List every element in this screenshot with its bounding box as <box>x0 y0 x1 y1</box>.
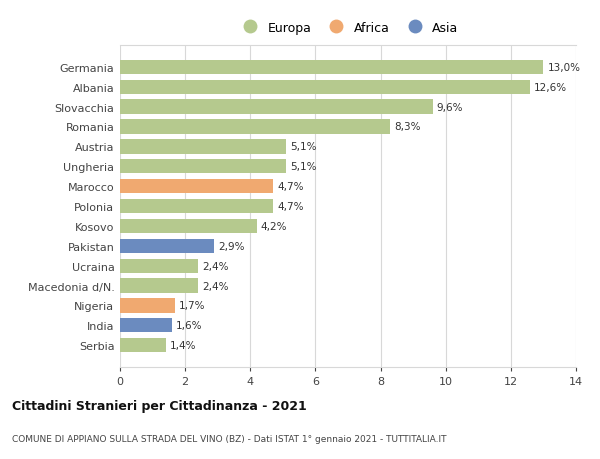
Bar <box>120 120 391 134</box>
Text: 12,6%: 12,6% <box>535 83 568 92</box>
Text: 2,4%: 2,4% <box>202 261 229 271</box>
Text: 4,7%: 4,7% <box>277 202 304 212</box>
Text: 9,6%: 9,6% <box>437 102 463 112</box>
Text: 13,0%: 13,0% <box>547 63 580 73</box>
Bar <box>120 239 214 253</box>
Text: 1,6%: 1,6% <box>176 321 203 330</box>
Text: COMUNE DI APPIANO SULLA STRADA DEL VINO (BZ) - Dati ISTAT 1° gennaio 2021 - TUTT: COMUNE DI APPIANO SULLA STRADA DEL VINO … <box>12 434 446 443</box>
Bar <box>120 61 544 75</box>
Text: 8,3%: 8,3% <box>394 122 421 132</box>
Bar <box>120 279 198 293</box>
Bar <box>120 80 530 95</box>
Text: 5,1%: 5,1% <box>290 142 317 152</box>
Bar <box>120 199 273 214</box>
Bar <box>120 179 273 194</box>
Text: 4,2%: 4,2% <box>261 221 287 231</box>
Text: 2,4%: 2,4% <box>202 281 229 291</box>
Text: 5,1%: 5,1% <box>290 162 317 172</box>
Bar <box>120 100 433 114</box>
Text: Cittadini Stranieri per Cittadinanza - 2021: Cittadini Stranieri per Cittadinanza - 2… <box>12 399 307 412</box>
Bar <box>120 338 166 353</box>
Text: 2,9%: 2,9% <box>218 241 245 251</box>
Text: 1,4%: 1,4% <box>170 341 196 350</box>
Bar <box>120 140 286 154</box>
Bar <box>120 259 198 273</box>
Bar <box>120 319 172 333</box>
Bar <box>120 219 257 234</box>
Text: 1,7%: 1,7% <box>179 301 206 311</box>
Text: 4,7%: 4,7% <box>277 182 304 192</box>
Bar <box>120 299 175 313</box>
Legend: Europa, Africa, Asia: Europa, Africa, Asia <box>233 17 464 40</box>
Bar <box>120 160 286 174</box>
